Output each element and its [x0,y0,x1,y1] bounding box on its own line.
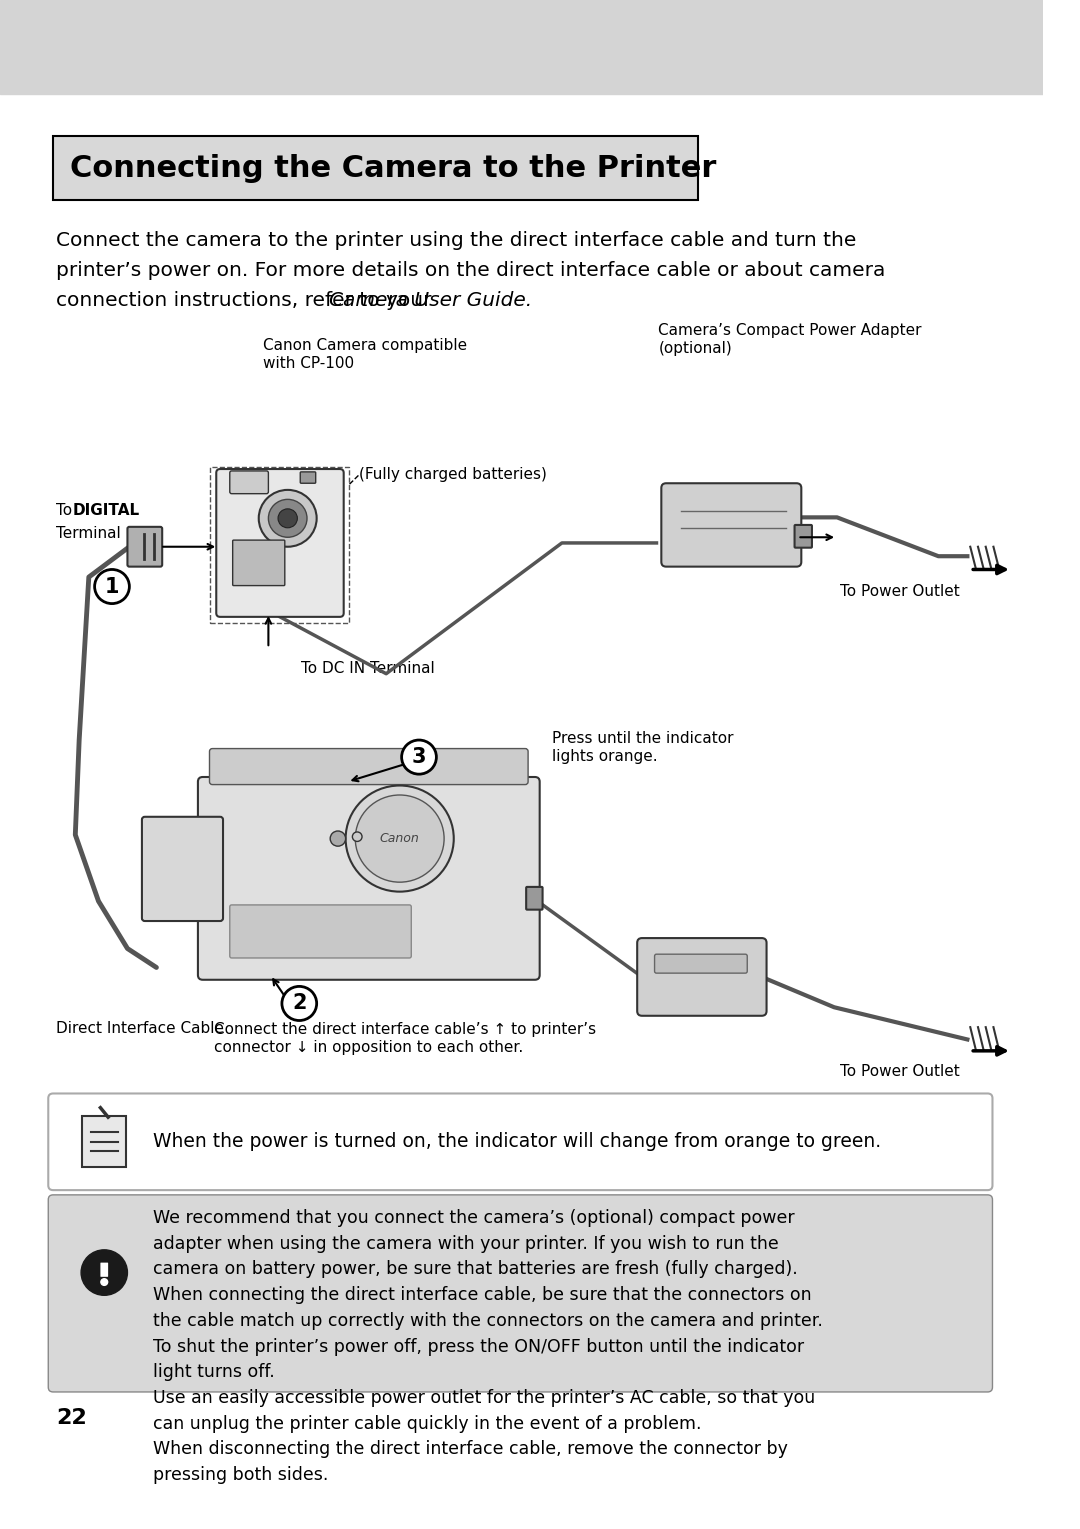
Bar [0,0,1042,95]
Text: printer’s power on. For more details on the direct interface cable or about came: printer’s power on. For more details on … [56,261,886,280]
Text: Connect the direct interface cable’s ↑ to printer’s
connector ↓ in opposition to: Connect the direct interface cable’s ↑ t… [214,1023,596,1055]
FancyBboxPatch shape [127,528,162,567]
FancyBboxPatch shape [53,136,698,200]
Text: Direct Interface Cable: Direct Interface Cable [56,1020,224,1035]
Circle shape [81,1249,127,1295]
Text: To DC IN Terminal: To DC IN Terminal [301,662,435,676]
Circle shape [402,740,436,774]
Circle shape [95,569,130,604]
FancyBboxPatch shape [795,524,812,547]
FancyBboxPatch shape [49,1093,993,1190]
FancyBboxPatch shape [210,749,528,784]
Circle shape [269,500,307,537]
FancyBboxPatch shape [637,939,767,1015]
FancyBboxPatch shape [49,1194,993,1391]
Circle shape [278,509,297,528]
Circle shape [330,830,346,846]
Circle shape [282,986,316,1020]
Text: 1: 1 [105,576,119,596]
Text: Terminal: Terminal [56,526,121,541]
Text: (Fully charged batteries): (Fully charged batteries) [360,468,546,482]
FancyBboxPatch shape [141,816,222,920]
Text: 22: 22 [56,1408,86,1428]
Circle shape [100,1278,108,1286]
Text: DIGITAL: DIGITAL [72,503,139,518]
Circle shape [352,832,362,841]
FancyBboxPatch shape [230,905,411,959]
FancyBboxPatch shape [661,483,801,567]
FancyBboxPatch shape [300,472,315,483]
Circle shape [355,795,444,882]
FancyBboxPatch shape [526,887,542,910]
FancyBboxPatch shape [654,954,747,972]
FancyBboxPatch shape [82,1116,126,1167]
Text: connection instructions, refer to your: connection instructions, refer to your [56,291,437,310]
Text: Camera’s Compact Power Adapter
(optional): Camera’s Compact Power Adapter (optional… [659,323,922,356]
Text: We recommend that you connect the camera’s (optional) compact power
adapter when: We recommend that you connect the camera… [152,1209,822,1485]
FancyBboxPatch shape [198,777,540,980]
FancyBboxPatch shape [232,540,285,586]
Text: 3: 3 [411,748,427,768]
FancyBboxPatch shape [100,1263,108,1277]
Circle shape [259,489,316,547]
Text: 2: 2 [292,994,307,1014]
Text: To Power Outlet: To Power Outlet [840,584,960,599]
Text: To: To [56,503,77,518]
Text: Canon: Canon [380,832,419,846]
FancyBboxPatch shape [216,469,343,616]
Text: Connect the camera to the printer using the direct interface cable and turn the: Connect the camera to the printer using … [56,231,856,249]
Text: To Power Outlet: To Power Outlet [840,1064,960,1079]
Circle shape [346,786,454,891]
Text: Canon Camera compatible
with CP-100: Canon Camera compatible with CP-100 [262,338,467,370]
Text: Connecting the Camera to the Printer: Connecting the Camera to the Printer [69,153,716,182]
Text: Camera User Guide.: Camera User Guide. [329,291,532,310]
Text: Press until the indicator
lights orange.: Press until the indicator lights orange. [552,731,733,764]
FancyBboxPatch shape [230,471,269,494]
Text: When the power is turned on, the indicator will change from orange to green.: When the power is turned on, the indicat… [152,1133,880,1151]
